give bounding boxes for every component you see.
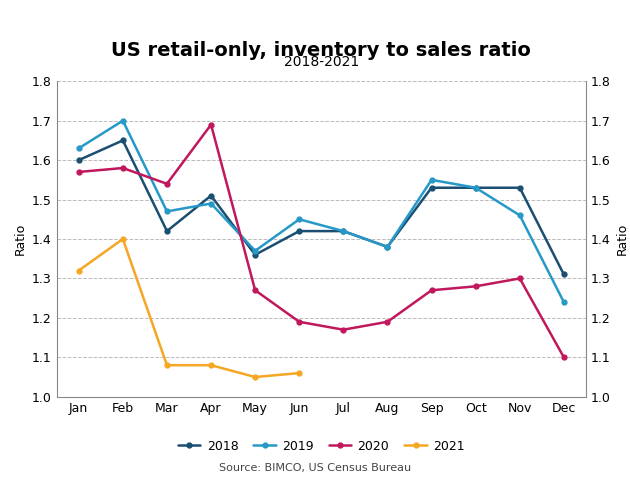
2019 xyxy=(472,185,479,191)
2018 xyxy=(295,228,303,234)
2020 xyxy=(384,319,391,325)
2019 xyxy=(560,299,568,305)
2019 xyxy=(516,213,524,218)
2018 xyxy=(207,193,215,198)
2021 xyxy=(75,268,83,273)
Title: US retail-only, inventory to sales ratio: US retail-only, inventory to sales ratio xyxy=(112,41,531,60)
2020 xyxy=(119,165,127,171)
2020 xyxy=(75,169,83,175)
2018 xyxy=(384,244,391,250)
2021 xyxy=(207,362,215,368)
2018 xyxy=(340,228,347,234)
Line: 2021: 2021 xyxy=(76,237,302,380)
2019 xyxy=(428,177,435,183)
2021 xyxy=(163,362,171,368)
2018 xyxy=(472,185,479,191)
2018 xyxy=(119,138,127,143)
2020 xyxy=(428,287,435,293)
2018 xyxy=(516,185,524,191)
2019 xyxy=(340,228,347,234)
Line: 2018: 2018 xyxy=(76,138,566,277)
2018 xyxy=(428,185,435,191)
2020 xyxy=(207,122,215,128)
2019 xyxy=(119,118,127,124)
2018 xyxy=(560,272,568,277)
2021 xyxy=(251,374,259,380)
2020 xyxy=(251,287,259,293)
2019 xyxy=(163,208,171,214)
Line: 2020: 2020 xyxy=(76,122,566,360)
2018 xyxy=(75,157,83,163)
2019 xyxy=(207,201,215,206)
Text: Source: BIMCO, US Census Bureau: Source: BIMCO, US Census Bureau xyxy=(219,463,411,473)
Line: 2019: 2019 xyxy=(76,118,566,304)
2020 xyxy=(516,275,524,281)
Y-axis label: Ratio: Ratio xyxy=(616,223,629,255)
2020 xyxy=(295,319,303,325)
2021 xyxy=(295,370,303,376)
2019 xyxy=(384,244,391,250)
2019 xyxy=(75,145,83,151)
2019 xyxy=(295,217,303,222)
2018 xyxy=(163,228,171,234)
2020 xyxy=(560,354,568,360)
2021 xyxy=(119,236,127,242)
2019 xyxy=(251,248,259,254)
2020 xyxy=(472,283,479,289)
2020 xyxy=(340,327,347,333)
2018 xyxy=(251,252,259,258)
Text: 2018-2021: 2018-2021 xyxy=(284,54,359,69)
Legend: 2018, 2019, 2020, 2021: 2018, 2019, 2020, 2021 xyxy=(173,435,470,457)
Y-axis label: Ratio: Ratio xyxy=(13,223,26,255)
2020 xyxy=(163,181,171,186)
